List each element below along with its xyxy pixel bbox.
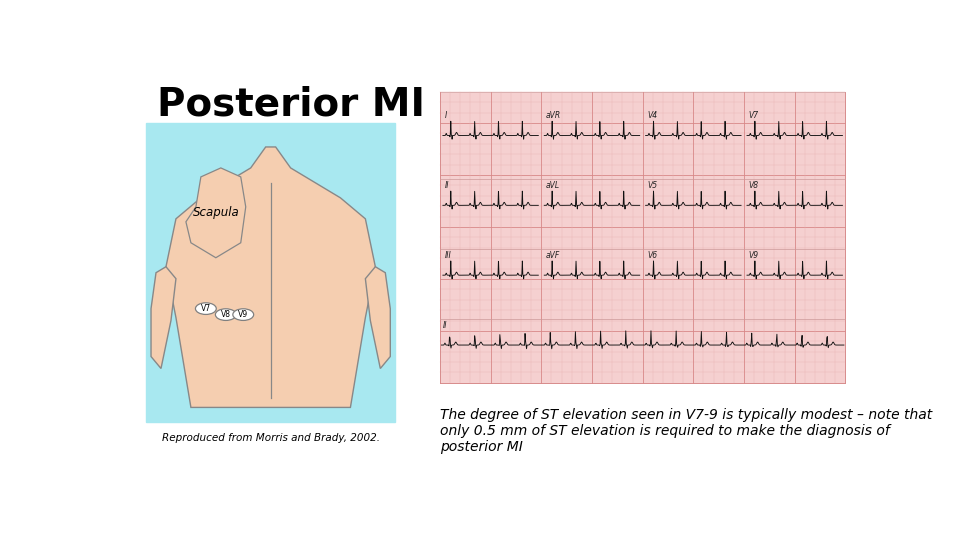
FancyBboxPatch shape (440, 92, 846, 383)
Text: V5: V5 (647, 181, 658, 190)
Text: Posterior MI: Posterior MI (157, 85, 425, 124)
Polygon shape (151, 267, 176, 368)
Polygon shape (166, 147, 375, 407)
Text: V4: V4 (647, 111, 658, 120)
Text: The degree of ST elevation seen in V7-9 is typically modest – note that
only 0.5: The degree of ST elevation seen in V7-9 … (440, 408, 932, 454)
Text: V6: V6 (647, 251, 658, 260)
FancyBboxPatch shape (146, 123, 396, 422)
Text: V7: V7 (749, 111, 758, 120)
Circle shape (233, 309, 253, 320)
Circle shape (215, 309, 236, 320)
Text: Scapula: Scapula (192, 206, 239, 219)
Polygon shape (366, 267, 391, 368)
Circle shape (196, 303, 216, 314)
Text: III: III (444, 251, 451, 260)
Text: I: I (444, 111, 446, 120)
Text: V9: V9 (238, 310, 249, 319)
Text: V8: V8 (221, 310, 230, 319)
Text: aVR: aVR (545, 111, 561, 120)
Text: V9: V9 (749, 251, 758, 260)
Text: Reproduced from Morris and Brady, 2002.: Reproduced from Morris and Brady, 2002. (161, 433, 379, 443)
Text: V8: V8 (749, 181, 758, 190)
Text: aVL: aVL (545, 181, 560, 190)
Text: II: II (444, 181, 449, 190)
Text: aVF: aVF (545, 251, 560, 260)
Text: V7: V7 (201, 304, 211, 313)
Polygon shape (186, 168, 246, 258)
Text: II: II (443, 321, 447, 330)
